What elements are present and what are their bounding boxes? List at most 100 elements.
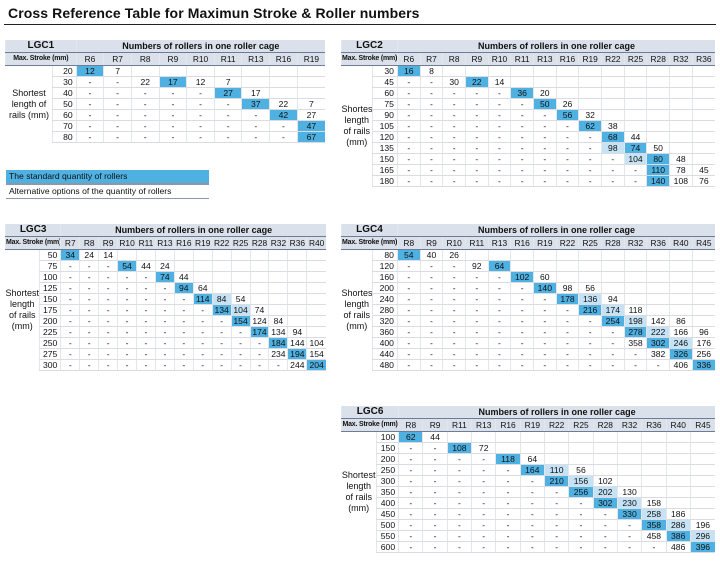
roller-cell xyxy=(568,453,594,465)
roller-cell: 134 xyxy=(268,326,288,338)
stroke-value: 240 xyxy=(372,293,398,305)
roller-cell: - xyxy=(555,131,579,143)
roller-cell: - xyxy=(419,337,443,349)
roller-cell: 14 xyxy=(98,249,118,261)
roller-cell: 198 xyxy=(623,315,647,327)
roller-cell: 194 xyxy=(287,348,307,360)
roller-cell: - xyxy=(555,348,579,360)
stroke-value: 275 xyxy=(39,348,61,360)
column-header: R25 xyxy=(230,236,251,250)
roller-cell xyxy=(601,109,625,121)
table-row: 105- - - - - - - -62 38 xyxy=(342,120,715,132)
stroke-value: 165 xyxy=(372,164,398,176)
stroke-value: 135 xyxy=(372,142,398,154)
roller-cell: - xyxy=(79,271,99,283)
stroke-value: 45 xyxy=(372,76,398,88)
roller-cell: - xyxy=(464,271,489,283)
column-header: R45 xyxy=(691,236,715,250)
roller-cell: - xyxy=(241,131,270,143)
roller-cell xyxy=(211,282,232,294)
roller-cell: - xyxy=(543,541,569,553)
roller-cell: - xyxy=(510,304,534,316)
table-row: 450- - - - - - - - -330 258 186 xyxy=(342,508,715,520)
roller-cell xyxy=(691,142,715,154)
roller-cell: 62 xyxy=(398,431,423,443)
roller-cell: 96 xyxy=(691,326,715,338)
roller-cell xyxy=(211,271,232,283)
roller-cell xyxy=(646,98,670,110)
table-row: Shortest length of rails (mm) 100 62 44 xyxy=(342,431,715,513)
stroke-value: 250 xyxy=(39,337,61,349)
roller-cell: - xyxy=(464,131,489,143)
roller-cell xyxy=(296,87,325,99)
column-header: R13 xyxy=(471,418,496,432)
roller-cell: - xyxy=(495,475,521,487)
roller-cell: - xyxy=(60,337,80,349)
roller-cell xyxy=(287,315,307,327)
roller-cell: 54 xyxy=(230,293,251,305)
roller-cell: - xyxy=(487,326,511,338)
roller-cell: - xyxy=(419,164,443,176)
roller-cell xyxy=(268,282,288,294)
stroke-value: 200 xyxy=(372,282,398,294)
roller-cell xyxy=(287,282,307,294)
roller-cell: - xyxy=(60,293,80,305)
roller-cell: - xyxy=(532,304,557,316)
roller-cell: 94 xyxy=(601,293,625,305)
roller-cell: - xyxy=(60,359,80,371)
stroke-value: 50 xyxy=(39,249,61,261)
table-row: 150- - - - - - -114 84 54 xyxy=(6,293,326,305)
roller-cell xyxy=(532,249,557,261)
roller-cell: 7 xyxy=(213,76,242,88)
roller-cell: - xyxy=(442,142,466,154)
roller-cell: - xyxy=(543,519,569,531)
roller-cell xyxy=(249,271,269,283)
roller-cell xyxy=(669,142,693,154)
roller-cell: - xyxy=(269,120,298,132)
roller-cell: 30 xyxy=(442,76,466,88)
stroke-value: 250 xyxy=(375,464,399,476)
roller-cell: 37 xyxy=(241,98,270,110)
roller-cell: - xyxy=(442,98,466,110)
roller-cell: - xyxy=(510,98,534,110)
roller-cell: - xyxy=(442,260,466,272)
roller-cell: - xyxy=(578,359,602,371)
roller-cell: 72 xyxy=(471,442,496,454)
roller-cell: - xyxy=(464,98,489,110)
roller-cell: - xyxy=(75,76,104,88)
column-header: R8 xyxy=(79,236,99,250)
roller-cell: - xyxy=(519,508,545,520)
roller-cell xyxy=(158,65,187,77)
roller-cell: - xyxy=(510,120,534,132)
roller-cell: 336 xyxy=(691,359,715,371)
roller-cell xyxy=(646,76,670,88)
roller-cell: - xyxy=(422,541,448,553)
table-row: 60- - - - -36 20 xyxy=(342,87,715,99)
roller-cell: - xyxy=(555,153,579,165)
roller-cell xyxy=(555,271,579,283)
roller-cell: 330 xyxy=(616,508,642,520)
roller-cell xyxy=(543,431,569,443)
roller-cell xyxy=(510,65,534,77)
roller-cell xyxy=(287,249,307,261)
table-row: Shortest length of rails (mm) 80 54 40 26 xyxy=(342,249,715,331)
roller-cell xyxy=(669,76,693,88)
roller-cell: - xyxy=(396,98,421,110)
roller-cell xyxy=(623,109,647,121)
roller-cell: - xyxy=(578,348,602,360)
max-stroke-header: Max. Stroke (mm) xyxy=(4,236,61,250)
roller-cell: 74 xyxy=(154,271,175,283)
roller-cell: - xyxy=(186,109,215,121)
roller-cell xyxy=(623,65,647,77)
roller-cell xyxy=(616,453,642,465)
column-header: R10 xyxy=(442,236,466,250)
roller-cell: - xyxy=(98,271,118,283)
roller-cell xyxy=(669,120,693,132)
roller-cell: - xyxy=(396,142,421,154)
model-label: LGC6 xyxy=(340,406,399,419)
roller-cell: - xyxy=(79,315,99,327)
stroke-value: 360 xyxy=(372,326,398,338)
column-header: R19 xyxy=(519,418,545,432)
roller-cell: - xyxy=(471,475,496,487)
stroke-value: 150 xyxy=(372,153,398,165)
